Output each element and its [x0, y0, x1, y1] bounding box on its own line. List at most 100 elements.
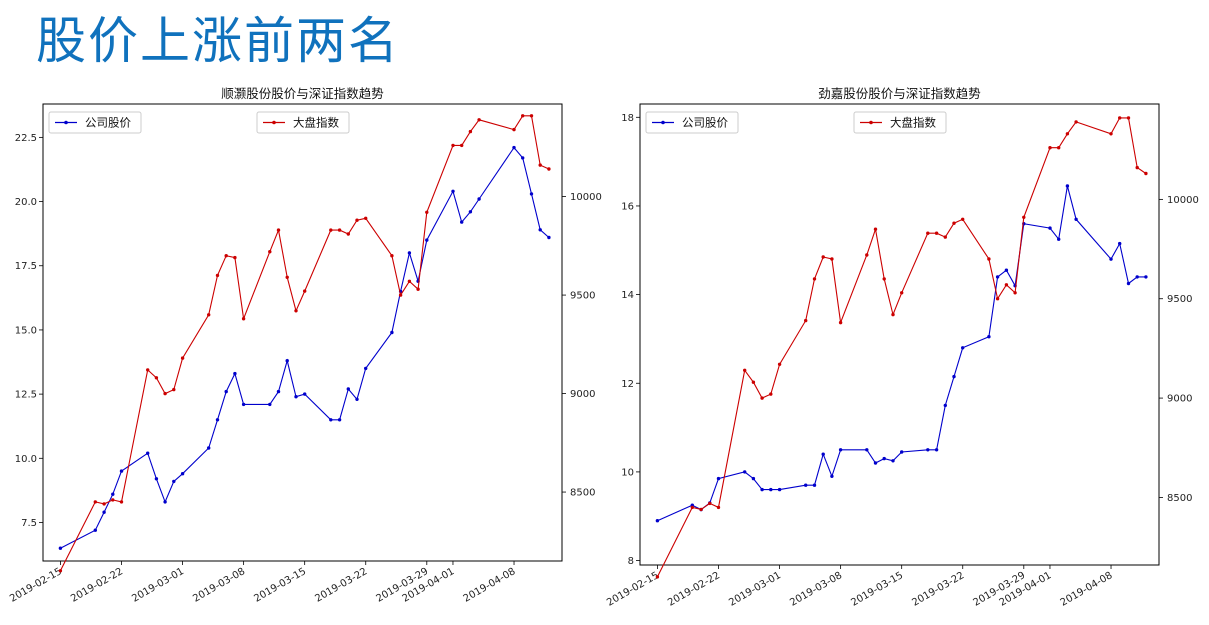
data-point-stock [93, 528, 98, 532]
data-point-stock [303, 392, 307, 396]
data-point-index [1126, 116, 1131, 120]
legend-swatch-marker [272, 120, 276, 125]
data-point-stock [952, 374, 956, 379]
data-point-stock [1057, 237, 1061, 241]
data-point-index [690, 505, 694, 510]
data-point-index [416, 287, 420, 291]
data-point-stock [655, 519, 660, 523]
y-left-tick-label: 7.5 [21, 518, 37, 529]
data-point-stock [1118, 241, 1122, 246]
chart-title: 劲嘉股份股价与深证指数趋势 [818, 86, 981, 101]
chart-jinjia: 劲嘉股份股价与深证指数趋势 8 10 12 14 16 18 8500 9000 9500 1000… [605, 86, 1199, 609]
legend-stock [48, 111, 142, 134]
data-point-stock [1135, 275, 1139, 279]
data-point-index [821, 255, 825, 259]
x-tick-label: 2019-02-15 [8, 566, 64, 605]
data-point-index [276, 228, 281, 232]
data-point-index [1022, 215, 1026, 219]
y-right-tick-label: 10000 [1167, 195, 1199, 206]
y-right-tick-label: 9500 [570, 291, 595, 302]
data-point-index [529, 114, 534, 118]
data-point-index [1013, 291, 1017, 295]
data-point-index [699, 507, 703, 512]
data-point-index [224, 254, 228, 258]
x-tick-label: 2019-03-01 [130, 566, 186, 605]
x-tick-label: 2019-02-15 [605, 570, 661, 609]
data-point-index [1109, 132, 1113, 136]
data-point-index [743, 368, 747, 372]
data-point-stock [538, 228, 542, 232]
data-point-stock [1004, 268, 1009, 272]
data-point-stock [407, 251, 412, 255]
data-point-stock [390, 330, 394, 335]
data-point-index [777, 362, 782, 366]
data-point-stock [865, 448, 869, 452]
data-point-stock [111, 492, 115, 496]
data-point-stock [163, 500, 167, 504]
data-point-stock [760, 487, 764, 492]
data-point-index [716, 505, 721, 510]
legend-label: 公司股价 [85, 116, 131, 130]
data-point-index [865, 253, 869, 257]
data-point-index [751, 380, 756, 384]
data-point-index [346, 232, 350, 236]
data-point-index [873, 227, 878, 231]
data-point-index [355, 218, 359, 222]
data-point-index [215, 273, 220, 278]
data-point-index [398, 293, 403, 297]
data-point-stock [355, 397, 359, 401]
x-tick-label: 2019-04-08 [1059, 570, 1115, 609]
data-point-index [468, 129, 473, 134]
chart-shunhao: 顺灏股份股价与深证指数趋势 7.5 10.0 12.5 15.0 17.5 20.0 22.5… [8, 86, 602, 605]
data-point-index [838, 320, 843, 325]
data-point-index [708, 501, 712, 506]
legend-swatch-marker [869, 120, 873, 125]
data-point-stock [521, 156, 525, 160]
data-point-index [233, 255, 237, 260]
data-point-stock [1126, 281, 1131, 286]
data-point-stock [821, 452, 825, 456]
data-point-stock [926, 448, 930, 452]
data-point-stock [146, 451, 150, 455]
data-point-stock [268, 402, 272, 407]
data-point-index [425, 210, 429, 214]
plot-frame [639, 103, 1160, 566]
data-point-stock [1074, 217, 1078, 221]
data-point-index [812, 277, 817, 281]
data-point-stock [460, 220, 464, 224]
data-point-stock [995, 275, 1000, 279]
y-left-tick-label: 20.0 [15, 197, 37, 208]
data-point-stock [873, 461, 878, 465]
y-right-tick-label: 8500 [570, 488, 595, 499]
legend-swatch-marker [64, 120, 68, 125]
data-point-index [337, 228, 342, 232]
data-point-index [390, 254, 394, 258]
x-tick-label: 2019-02-22 [666, 570, 722, 609]
data-point-stock [207, 446, 211, 450]
legend-label: 大盘指数 [890, 116, 936, 130]
data-point-stock [468, 210, 473, 214]
data-point-stock [224, 389, 228, 394]
data-point-index [891, 312, 895, 317]
data-point-index [93, 500, 98, 504]
x-tick-label: 2019-03-08 [191, 566, 247, 605]
data-point-stock [172, 479, 176, 484]
data-point-stock [777, 487, 782, 492]
data-point-index [154, 376, 159, 380]
y-left-tick-label: 14 [621, 290, 634, 301]
data-point-index [180, 356, 185, 360]
data-point-index [460, 143, 464, 148]
data-point-index [163, 391, 167, 396]
chart-title: 顺灏股份股价与深证指数趋势 [221, 86, 384, 101]
data-point-index [538, 163, 542, 167]
data-point-stock [743, 470, 747, 474]
data-point-stock [512, 145, 516, 150]
data-point-stock [1109, 257, 1113, 261]
data-point-index [451, 143, 455, 148]
data-point-stock [276, 389, 281, 394]
data-point-index [926, 231, 930, 235]
x-tick-label: 2019-04-08 [462, 566, 518, 605]
data-point-index [804, 318, 808, 323]
data-point-index [1074, 120, 1078, 124]
